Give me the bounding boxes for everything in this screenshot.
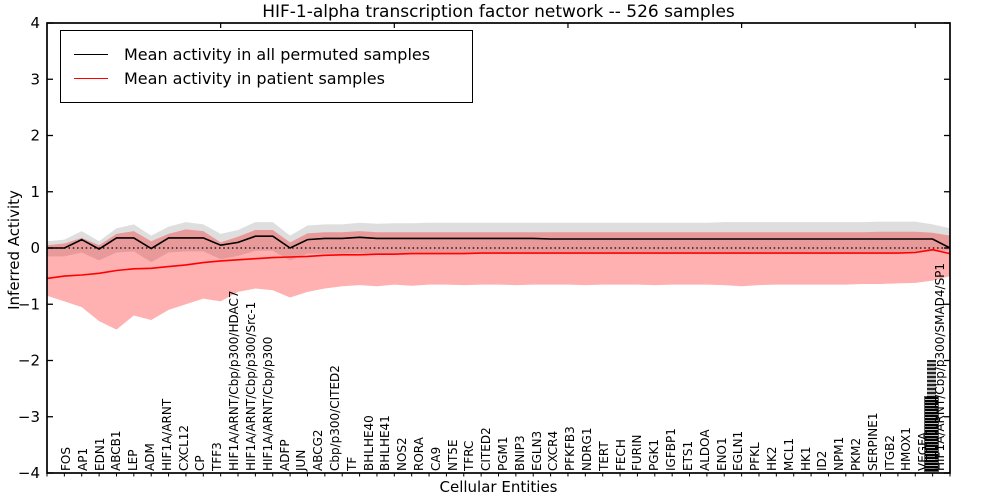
- x-tick-label: LEP: [126, 449, 141, 471]
- y-tick-label: −1: [18, 295, 40, 313]
- x-tick-label: HIF1A/ARNT/Cbp/p300: [260, 336, 275, 471]
- x-tick-label: SERPINE1: [865, 412, 880, 471]
- x-tick-label: PKM2: [848, 437, 863, 471]
- x-tick-label: BNIP3: [512, 435, 527, 471]
- x-tick-label: FURIN: [630, 434, 645, 471]
- y-tick-label: 4: [30, 14, 40, 32]
- x-tick-label: ITGB2: [882, 434, 897, 471]
- x-tick-label: IGFBP1: [664, 428, 679, 471]
- legend-entry-patient: Mean activity in patient samples: [74, 69, 430, 88]
- x-tick-label: RORA: [411, 437, 426, 471]
- x-tick-label: MCL1: [781, 437, 796, 471]
- x-tick-label: HIF1A/ARNT: [159, 398, 174, 471]
- x-tick-label: EGLN1: [731, 430, 746, 471]
- x-tick-label: CXCR4: [546, 430, 561, 471]
- x-tick-label: NPM1: [832, 436, 847, 471]
- y-tick-label: 0: [30, 239, 40, 257]
- x-tick-label: HK1: [798, 446, 813, 471]
- x-tick-label: ABCG2: [311, 429, 326, 471]
- chart-title: HIF-1-alpha transcription factor network…: [262, 2, 735, 22]
- legend-line-patient: [74, 78, 108, 79]
- x-tick-label: PGM1: [496, 436, 510, 471]
- x-tick-label: NT5E: [445, 439, 460, 471]
- permuted-confidence-band: [47, 221, 950, 263]
- x-tick-label: PFKFB3: [563, 426, 578, 471]
- legend-entry-permuted: Mean activity in all permuted samples: [74, 45, 430, 64]
- x-tick-label: BHLHE41: [378, 415, 393, 471]
- legend-label-patient: Mean activity in patient samples: [124, 69, 385, 88]
- x-tick-label: EGLN3: [529, 430, 544, 471]
- x-tick-label: ENO1: [714, 437, 729, 471]
- x-tick-label: TERT: [596, 441, 611, 471]
- x-tick-label: ALDOA: [697, 429, 712, 471]
- overlapped-x-labels-smudge: [927, 360, 936, 398]
- legend-label-permuted: Mean activity in all permuted samples: [124, 45, 431, 64]
- x-tick-label: HK2: [764, 446, 779, 471]
- x-tick-label: TFF3: [210, 442, 225, 471]
- x-tick-label: JUN: [294, 449, 309, 471]
- y-tick-label: −3: [18, 408, 40, 426]
- x-tick-label: CXCL12: [176, 424, 191, 471]
- x-tick-label: Cbp/p300/CITED2: [327, 365, 342, 471]
- x-tick-label: HIF1A/ARNT/Cbp/p300/Src-1: [243, 301, 258, 471]
- permuted-mean-line: [47, 235, 951, 251]
- x-tick-label: BHLHE40: [361, 415, 376, 471]
- x-tick-label: CP: [193, 455, 208, 471]
- x-tick-label: FECH: [613, 439, 628, 471]
- x-axis-label: Cellular Entities: [439, 478, 558, 496]
- patient-confidence-band: [47, 229, 950, 330]
- x-tick-label: NOS2: [395, 437, 410, 471]
- x-tick-label: HIF1A/ARNT/Cbp/p300/HDAC7: [227, 290, 242, 471]
- x-tick-label: CITED2: [479, 427, 494, 471]
- x-tick-label: PFKL: [748, 442, 763, 471]
- x-tick-label: AP1: [75, 447, 90, 471]
- x-tick-label: FOS: [59, 447, 73, 471]
- y-tick-label: 1: [30, 183, 40, 201]
- x-tick-label: ID2: [815, 450, 830, 471]
- x-tick-label: HMOX1: [899, 427, 914, 471]
- x-tick-label: TFRC: [462, 440, 477, 471]
- y-tick-label: 3: [30, 70, 40, 88]
- x-tick-label: ETS1: [680, 440, 695, 471]
- y-tick-label: −4: [18, 464, 40, 482]
- x-tick-label: ADM: [143, 443, 158, 471]
- overlapped-x-labels-blob: [924, 396, 939, 472]
- x-tick-label: ADFP: [277, 439, 292, 471]
- x-tick-label: PGK1: [647, 438, 662, 471]
- x-tick-label: TF: [344, 456, 359, 471]
- y-tick-label: 2: [30, 127, 40, 145]
- y-tick-label: −2: [18, 352, 40, 370]
- x-tick-label: EDN1: [92, 437, 107, 471]
- x-tick-label: ABCB1: [109, 430, 124, 471]
- legend: Mean activity in all permuted samples Me…: [60, 30, 474, 103]
- x-tick-label: CA9: [428, 446, 443, 471]
- legend-line-permuted: [74, 54, 108, 55]
- x-tick-label: NDRG1: [580, 427, 595, 472]
- patient-mean-line: [46, 248, 951, 280]
